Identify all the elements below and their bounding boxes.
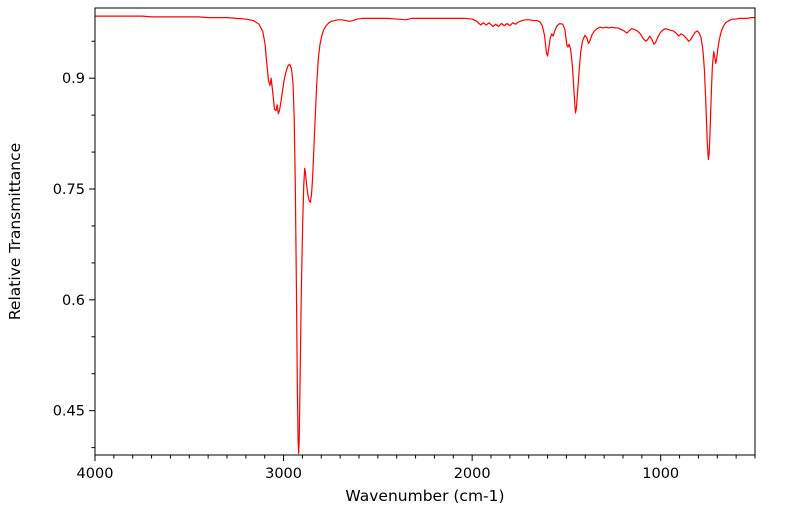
y-tick-label: 0.6 — [62, 293, 85, 309]
y-tick-label: 0.45 — [53, 404, 85, 420]
x-tick-label: 4000 — [77, 466, 114, 482]
plot-area: 4000 3000 2000 1000 0.45 0.6 0.75 0.9 — [53, 7, 756, 482]
y-tick-label: 0.75 — [53, 182, 85, 198]
plot-border — [94, 7, 756, 456]
x-axis-label: Wavenumber (cm-1) — [345, 487, 504, 505]
y-tick-label: 0.9 — [62, 71, 85, 87]
y-axis-label: Relative Transmittance — [6, 143, 24, 320]
spectrum-line — [94, 15, 756, 455]
x-tick-label: 1000 — [642, 466, 679, 482]
x-tick-label: 2000 — [454, 466, 491, 482]
x-tick-label: 3000 — [265, 466, 302, 482]
